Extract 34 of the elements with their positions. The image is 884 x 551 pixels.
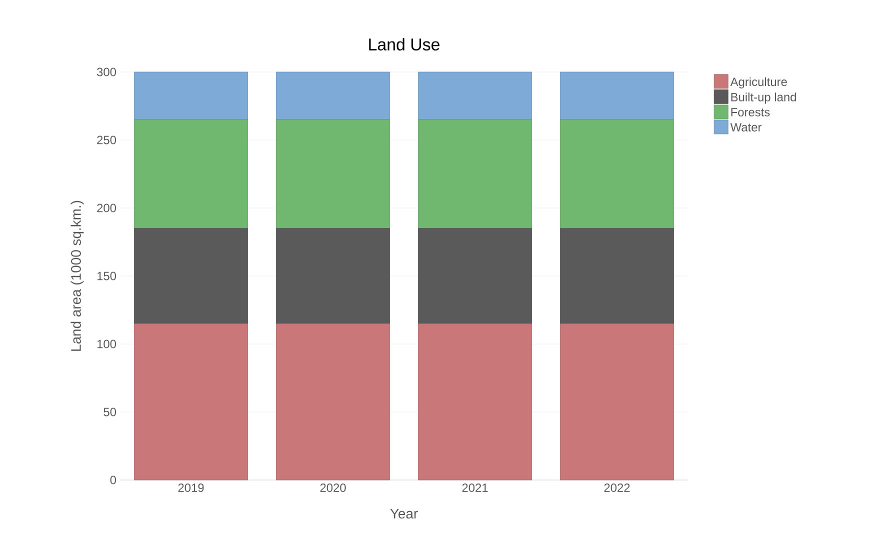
x-tick-label: 2019 <box>178 484 204 492</box>
bar <box>134 228 248 324</box>
x-axis-title: Year <box>390 508 418 519</box>
bar <box>560 323 674 480</box>
x-tick-label: 2022 <box>604 484 630 492</box>
x-tick-label: 2021 <box>462 484 488 492</box>
bar <box>560 119 674 229</box>
y-tick-label: 300 <box>96 68 116 76</box>
bar <box>418 119 532 229</box>
legend-label: Forests <box>731 108 770 116</box>
bar <box>134 72 248 120</box>
y-tick-label: 250 <box>97 136 116 144</box>
y-tick-label: 100 <box>97 340 116 348</box>
y-tick-label: 0 <box>110 476 116 484</box>
legend-label: Built-up land <box>731 92 796 104</box>
legend-label: Water <box>730 123 762 132</box>
bar <box>134 119 248 229</box>
bar <box>276 228 390 324</box>
y-tick-label: 150 <box>97 272 116 280</box>
bar <box>276 119 390 229</box>
bar <box>560 72 674 120</box>
y-tick-label: 200 <box>97 204 116 212</box>
bar <box>276 72 390 120</box>
y-axis-title: Land area (1000 sq.km.) <box>70 200 84 351</box>
legend-label: Agriculture <box>730 77 787 88</box>
bar <box>418 323 532 480</box>
bar <box>560 228 674 324</box>
y-tick-label: 50 <box>104 408 116 416</box>
bar <box>276 323 390 480</box>
chart-title: Land Use <box>369 38 440 51</box>
x-tick-label: 2020 <box>320 484 346 492</box>
bar <box>418 72 532 120</box>
bar <box>134 323 248 480</box>
bar <box>418 228 532 324</box>
